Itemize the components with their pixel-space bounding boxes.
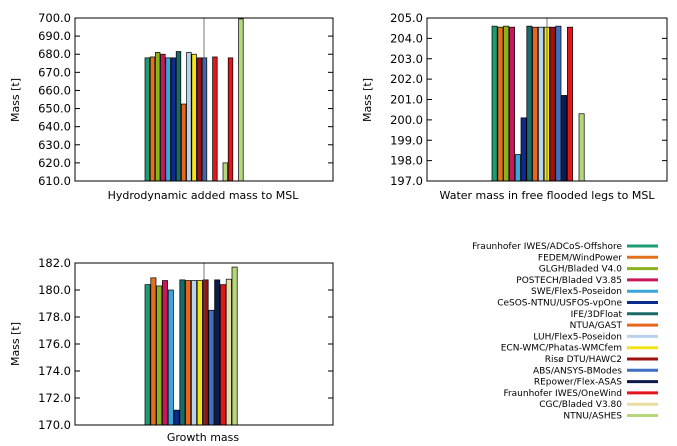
legend-label: SWE/Flex5-Poseidon: [531, 287, 622, 297]
bar: [212, 56, 218, 182]
bar: [144, 284, 151, 426]
y-tick-label: 178.0: [38, 310, 71, 324]
bar: [179, 279, 186, 426]
legend-label: Fraunhofer IWES/ADCoS-Offshore: [472, 242, 622, 252]
legend-label: REpower/Flex-ASAS: [534, 378, 622, 388]
bar: [538, 26, 544, 182]
bar: [231, 266, 238, 426]
legend-label: Fraunhofer IWES/OneWind: [503, 389, 622, 399]
legend-label: POSTECH/Bladed V3.85: [516, 276, 622, 286]
bar: [222, 162, 228, 182]
bar: [225, 278, 232, 426]
y-tick-label: 610.0: [38, 174, 71, 188]
bar: [567, 26, 573, 182]
bar: [491, 25, 498, 182]
bar: [167, 289, 174, 426]
y-tick-label: 174.0: [38, 364, 71, 378]
y-tick-label: 630.0: [38, 138, 71, 152]
bar: [165, 57, 171, 182]
bar: [214, 279, 221, 426]
legend-label: NTNU/ASHES: [563, 412, 622, 422]
chart-2: 197.0 198.0 199.0 200.0 201.0 202.0 203.0 204.0…: [361, 11, 668, 202]
y-tick-label: 670.0: [38, 65, 71, 79]
y-tick-label: 680.0: [38, 47, 71, 61]
y-tick-label: 205.0: [390, 11, 423, 25]
bar: [162, 280, 168, 426]
bar: [149, 56, 156, 182]
y-tick-label: 198.0: [390, 154, 423, 168]
bar: [170, 57, 176, 182]
bar: [503, 25, 510, 182]
legend: Fraunhofer IWES/ADCoS-OffshoreFEDEM/Wind…: [472, 242, 658, 422]
bar: [155, 52, 161, 182]
legend-label: CeSOS-NTNU/USFOS-vpOne: [497, 299, 622, 309]
legend-label: ECN-WMC/Phatas-WMCfem: [501, 344, 622, 354]
bar: [220, 284, 226, 426]
bar: [160, 53, 166, 182]
y-tick-label: 182.0: [38, 256, 71, 270]
bar: [191, 53, 197, 182]
legend-label: ABS/ANSYS-BModes: [533, 366, 622, 376]
bar: [526, 25, 533, 182]
bar: [208, 309, 215, 426]
y-axis-label: Mass [t]: [361, 78, 374, 122]
bar: [514, 154, 521, 182]
bar: [144, 57, 150, 182]
bar: [191, 280, 197, 426]
y-tick-label: 202.0: [390, 72, 423, 86]
y-tick-label: 640.0: [38, 120, 71, 134]
y-tick-label: 650.0: [38, 102, 71, 116]
bar: [227, 57, 234, 182]
bar: [509, 26, 515, 182]
bar: [196, 280, 203, 426]
y-tick-label: 204.0: [390, 31, 423, 45]
y-tick-label: 690.0: [38, 29, 71, 43]
bar: [561, 95, 568, 182]
plot-frame: [74, 17, 334, 182]
chart-1: 610.0 620.0 630.0 640.0 650.0 660.0 670.0 680.0…: [9, 11, 334, 202]
bar: [181, 103, 187, 182]
y-tick-label: 660.0: [38, 83, 71, 97]
bar: [175, 51, 182, 182]
y-tick-label: 200.0: [390, 113, 423, 127]
y-tick-label: 620.0: [38, 156, 71, 170]
bar: [555, 25, 562, 182]
y-tick-label: 176.0: [38, 337, 71, 351]
bar: [520, 117, 527, 182]
y-tick-label: 170.0: [38, 418, 71, 432]
legend-label: CGC/Bladed V3.80: [539, 400, 622, 410]
y-tick-label: 180.0: [38, 283, 71, 297]
bar: [201, 57, 208, 182]
legend-label: LUH/Flex5-Poseidon: [533, 332, 622, 342]
x-axis-label: Hydrodynamic added mass to MSL: [108, 189, 300, 202]
legend-label: GLGH/Bladed V4.0: [539, 265, 623, 275]
bar: [196, 57, 202, 182]
legend-label: IFE/3DFloat: [571, 310, 623, 320]
y-axis-label: Mass [t]: [9, 322, 22, 366]
y-tick-label: 197.0: [390, 174, 423, 188]
x-axis-label: Growth mass: [167, 431, 239, 444]
y-tick-label: 201.0: [390, 93, 423, 107]
bar: [185, 280, 192, 426]
bar: [497, 26, 504, 182]
y-tick-label: 199.0: [390, 133, 423, 147]
legend-label: NTUA/GAST: [570, 321, 623, 331]
bar: [173, 409, 180, 426]
bar: [238, 18, 244, 182]
bar: [186, 52, 192, 182]
bar: [549, 26, 556, 182]
bar: [156, 285, 163, 426]
legend-label: FEDEM/WindPower: [538, 253, 622, 263]
bar: [532, 26, 539, 182]
y-tick-label: 700.0: [38, 11, 71, 25]
bar: [150, 277, 157, 426]
y-axis-label: Mass [t]: [9, 78, 22, 122]
legend-label: Risø DTU/HAWC2: [545, 355, 622, 365]
bar: [578, 113, 585, 182]
chart-3: 170.0 172.0 174.0 176.0 178.0 180.0 182.0 Growt…: [9, 256, 334, 444]
y-tick-label: 203.0: [390, 52, 423, 66]
y-tick-label: 172.0: [38, 391, 71, 405]
x-axis-label: Water mass in free flooded legs to MSL: [440, 189, 656, 202]
